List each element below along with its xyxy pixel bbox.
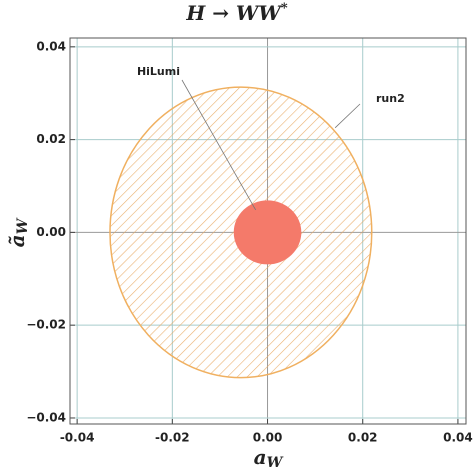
y-label-sub: W [15,217,31,234]
region-label: HiLumi [137,65,180,78]
y-tick-label: 0.00 [36,225,66,239]
y-tick-label: 0.02 [36,132,66,146]
leader-line [181,79,257,211]
y-axis-label: ãW [5,217,32,247]
x-label-main: a [254,445,267,469]
leader-line [334,103,361,129]
chart-title: H → WW* [185,1,288,25]
title-main: H → WW [185,1,283,25]
x-tick-label: -0.02 [155,431,190,445]
y-tick-label: −0.02 [26,318,66,332]
x-label-sub: W [267,455,284,471]
x-tick-label: 0.04 [443,431,473,445]
x-tick-label: 0.00 [253,431,283,445]
x-axis-label: aW [254,445,284,472]
region-label: run2 [376,92,405,105]
title-sup: * [281,1,288,16]
x-tick-label: -0.04 [60,431,95,445]
y-tick-label: −0.04 [26,410,66,424]
y-label-main: ã [5,234,29,247]
x-tick-label: 0.02 [348,431,378,445]
y-tick-label: 0.04 [36,39,66,53]
plot-frame [69,37,467,425]
region [233,200,302,265]
